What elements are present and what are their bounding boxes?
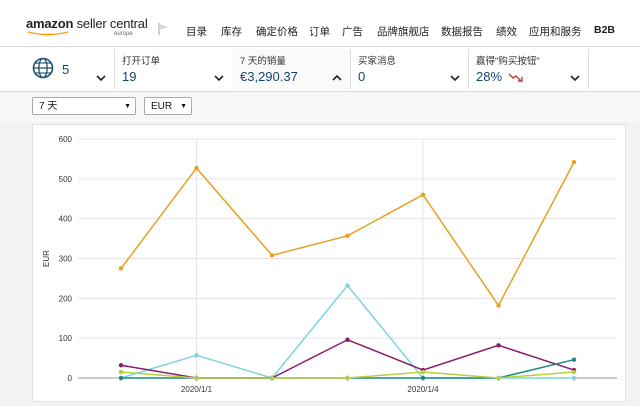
chart-controls: 7 天 ▼ EUR ▼ (0, 92, 640, 122)
open-orders-value: 19 (122, 69, 137, 84)
sales-7d-widget[interactable]: 7 天的销量 €3,290.37 (232, 49, 351, 89)
data-point[interactable] (345, 283, 350, 288)
kpi-bar: 5 打开订单 19 7 天的销量 €3,290.37 买家消息 0 赢得"购买按… (0, 47, 640, 92)
buy-box-value: 28% (476, 69, 503, 84)
trend-down-icon (508, 73, 523, 82)
open-orders-label: 打开订单 (122, 56, 161, 67)
y-tick-label: 0 (68, 374, 73, 383)
y-tick-label: 100 (59, 334, 73, 343)
logo-region: europe (114, 31, 133, 37)
series-line (120, 284, 574, 379)
data-point[interactable] (194, 165, 199, 171)
y-tick-label: 400 (59, 215, 73, 224)
y-tick-label: 300 (59, 255, 73, 264)
data-point[interactable] (571, 369, 577, 375)
data-point[interactable] (420, 375, 426, 381)
currency-select[interactable]: EUR ▼ (144, 97, 192, 115)
nav-orders[interactable]: 订单 (309, 26, 330, 38)
data-point[interactable] (571, 375, 577, 381)
data-point[interactable] (345, 233, 350, 238)
nav-inventory[interactable]: 库存 (221, 26, 242, 38)
buy-box-label: 赢得"购买按钮" (476, 56, 540, 67)
nav-reports[interactable]: 数据报告 (441, 26, 483, 38)
y-axis-label: EUR (42, 250, 51, 267)
data-point[interactable] (496, 343, 501, 348)
chevron-down-icon[interactable] (214, 73, 224, 83)
nav-advertising[interactable]: 广告 (342, 26, 363, 38)
x-tick-label: 2020/1/1 (181, 385, 213, 394)
nav-pricing[interactable]: 确定价格 (256, 26, 298, 38)
nav-apps-services[interactable]: 应用和服务 (529, 26, 582, 38)
data-point[interactable] (194, 353, 199, 358)
chevron-down-icon[interactable] (570, 73, 580, 83)
buyer-messages-value: 0 (358, 69, 366, 84)
data-point[interactable] (345, 337, 350, 342)
data-point[interactable] (118, 375, 124, 381)
data-point[interactable] (420, 369, 426, 375)
top-navigation: amazon seller central europe 目录 库存 确定价格 … (0, 0, 640, 47)
sales-line-chart: 0 100 200 300 400 500 600 2020/1/1 2020/1/4 EUR (42, 135, 617, 394)
date-range-select[interactable]: 7 天 ▼ (32, 97, 136, 115)
x-tick-label: 2020/1/4 (407, 385, 439, 394)
dropdown-caret-icon: ▼ (124, 103, 131, 110)
data-point[interactable] (496, 303, 501, 308)
marketplaces-count: 5 (62, 62, 70, 77)
data-point[interactable] (194, 375, 199, 381)
sales-7d-value: €3,290.37 (240, 69, 298, 84)
flag-icon[interactable] (156, 22, 170, 36)
nav-stores[interactable]: 品牌旗舰店 (377, 26, 430, 38)
nav-catalog[interactable]: 目录 (186, 26, 207, 38)
sales-chart-panel: 0 100 200 300 400 500 600 2020/1/1 2020/1/4 EUR (32, 124, 626, 402)
sales-7d-label: 7 天的销量 (240, 56, 286, 67)
data-point[interactable] (420, 192, 426, 197)
data-point[interactable] (571, 357, 577, 362)
data-point[interactable] (118, 363, 124, 368)
data-point[interactable] (118, 369, 124, 375)
marketplaces-widget[interactable]: 5 (24, 49, 115, 89)
y-tick-label: 200 (59, 294, 73, 303)
buyer-messages-widget[interactable]: 买家消息 0 (350, 49, 469, 89)
amazon-seller-central-logo[interactable]: amazon seller central (26, 16, 148, 31)
data-point[interactable] (571, 159, 577, 165)
series-line (121, 358, 575, 379)
y-tick-label: 600 (59, 135, 73, 144)
buyer-messages-label: 买家消息 (358, 56, 397, 67)
nav-performance[interactable]: 绩效 (496, 26, 517, 38)
chevron-up-icon[interactable] (332, 73, 342, 83)
data-point[interactable] (118, 266, 124, 271)
open-orders-widget[interactable]: 打开订单 19 (114, 49, 233, 89)
data-point[interactable] (496, 375, 501, 381)
buy-box-widget[interactable]: 赢得"购买按钮" 28% (468, 49, 589, 89)
nav-b2b[interactable]: B2B (594, 24, 616, 36)
dropdown-caret-icon: ▼ (180, 103, 187, 110)
y-tick-label: 500 (59, 175, 73, 184)
chevron-down-icon[interactable] (450, 73, 460, 83)
amazon-smile-icon (27, 31, 69, 36)
chevron-down-icon[interactable] (96, 73, 106, 83)
data-point[interactable] (269, 253, 275, 258)
globe-icon (32, 57, 54, 79)
data-point[interactable] (269, 375, 275, 381)
series-line (120, 338, 575, 379)
data-point[interactable] (345, 375, 350, 381)
